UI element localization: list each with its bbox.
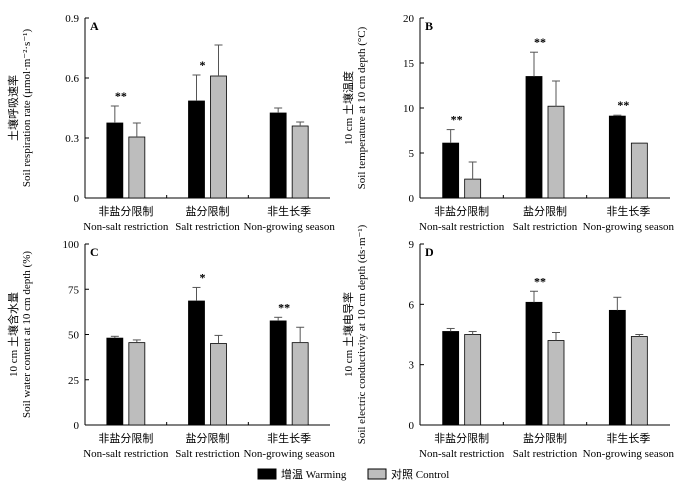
bar-warming bbox=[188, 300, 205, 426]
category-label-en: Non-salt restriction bbox=[419, 448, 505, 460]
significance-label: ** bbox=[115, 89, 127, 103]
category-label-cn: 盐分限制 bbox=[523, 432, 567, 445]
legend-swatch-control bbox=[367, 468, 387, 480]
y-axis-label-cn: 土壤呼吸速率 bbox=[6, 75, 20, 141]
y-tick-label: 0.3 bbox=[65, 133, 79, 145]
category-label-en: Non-salt restriction bbox=[83, 221, 169, 233]
y-tick-label: 5 bbox=[409, 148, 415, 160]
category-label-cn: 非盐分限制 bbox=[434, 205, 489, 218]
bar-control bbox=[547, 340, 565, 426]
panel-letter: A bbox=[90, 19, 99, 33]
bar-warming bbox=[608, 115, 626, 199]
legend-label-warming: 增温 Warming bbox=[281, 467, 347, 481]
category-label-en: Salt restriction bbox=[513, 221, 578, 233]
bar-warming bbox=[269, 320, 287, 426]
category-label-cn: 盐分限制 bbox=[186, 432, 230, 445]
category-label-cn: 非生长季 bbox=[267, 431, 311, 445]
y-axis-label-cn: 10 cm 土壤含水量 bbox=[6, 292, 20, 377]
y-axis-label-en: Soil temperature at 10 cm depth (°C) bbox=[356, 26, 368, 189]
bar-control bbox=[630, 336, 648, 426]
category-label-cn: 非生长季 bbox=[606, 204, 650, 218]
category-label-en: Salt restriction bbox=[175, 448, 240, 460]
category-label-en: Non-growing season bbox=[243, 448, 335, 460]
y-axis-label-en: Soil respiration rate (μmol·m⁻²·s⁻¹) bbox=[21, 29, 33, 188]
y-tick-label: 0.6 bbox=[65, 73, 79, 85]
significance-label: ** bbox=[534, 35, 546, 49]
bar-warming bbox=[608, 309, 626, 426]
bar-control bbox=[210, 343, 227, 426]
bar-control bbox=[464, 334, 482, 426]
panel-letter: B bbox=[425, 19, 433, 33]
y-tick-label: 0.9 bbox=[65, 13, 79, 25]
category-label-cn: 盐分限制 bbox=[523, 205, 567, 218]
bar-control bbox=[291, 125, 309, 199]
bar-warming bbox=[442, 331, 460, 426]
category-label-en: Non-growing season bbox=[583, 221, 675, 233]
category-label-cn: 盐分限制 bbox=[186, 205, 230, 218]
bar-control bbox=[547, 105, 565, 199]
y-tick-label: 0 bbox=[74, 420, 80, 432]
category-label-en: Salt restriction bbox=[175, 221, 240, 233]
significance-label: ** bbox=[451, 113, 463, 127]
y-tick-label: 3 bbox=[409, 360, 415, 372]
y-tick-label: 10 bbox=[403, 103, 415, 115]
y-tick-label: 0 bbox=[409, 420, 415, 432]
significance-label: * bbox=[200, 270, 206, 284]
panel-c: 0 25 50 75 100 C Soil water content at 10 cm d… bbox=[6, 239, 335, 460]
panel-letter: D bbox=[425, 245, 434, 259]
panel-letter: C bbox=[90, 245, 99, 259]
bar-control bbox=[128, 136, 146, 199]
y-tick-label: 6 bbox=[409, 299, 415, 311]
y-tick-label: 75 bbox=[68, 284, 80, 296]
bar-control bbox=[464, 178, 482, 199]
significance-label: ** bbox=[278, 300, 290, 314]
y-axis-label-en: Soil electric conductivity at 10 cm dept… bbox=[356, 224, 368, 444]
bar-warming bbox=[525, 301, 543, 426]
y-tick-label: 100 bbox=[63, 239, 80, 251]
category-label-cn: 非生长季 bbox=[267, 204, 311, 218]
chart-panels: 0 0.3 0.6 0.9 A Soil respiration rate (μmol·m… bbox=[6, 13, 674, 460]
panel-a: 0 0.3 0.6 0.9 A Soil respiration rate (μmol·m… bbox=[6, 13, 335, 233]
legend: 增温 Warming 对照 Control bbox=[257, 467, 449, 481]
y-tick-label: 0 bbox=[74, 193, 80, 205]
y-tick-label: 0 bbox=[409, 193, 415, 205]
legend-swatch-warming bbox=[257, 468, 277, 480]
legend-label-control: 对照 Control bbox=[391, 467, 449, 481]
y-tick-label: 25 bbox=[68, 375, 80, 387]
significance-label: ** bbox=[617, 98, 629, 112]
bar-control bbox=[291, 342, 309, 426]
category-label-cn: 非盐分限制 bbox=[434, 432, 489, 445]
bar-warming bbox=[269, 112, 287, 199]
bar-warming bbox=[525, 76, 543, 199]
bar-control bbox=[630, 142, 648, 199]
y-tick-label: 9 bbox=[409, 239, 415, 251]
y-axis-label-cn: 10 cm 土壤电导率 bbox=[341, 292, 355, 377]
y-tick-label: 15 bbox=[403, 58, 415, 70]
y-axis-label-cn: 10 cm 土壤温度 bbox=[341, 71, 355, 145]
bar-control bbox=[128, 342, 146, 426]
category-label-en: Non-salt restriction bbox=[419, 221, 505, 233]
panel-b: 0 5 10 15 20 B Soil temperature at 10 cm depth… bbox=[341, 13, 674, 233]
bar-control bbox=[210, 75, 227, 199]
bar-warming bbox=[106, 337, 124, 426]
significance-label: * bbox=[200, 58, 206, 72]
category-label-cn: 非生长季 bbox=[606, 431, 650, 445]
category-label-en: Salt restriction bbox=[513, 448, 578, 460]
y-axis-label-en: Soil water content at 10 cm depth (%) bbox=[21, 251, 33, 418]
panel-d: 0 3 6 9 D Soil electric conductivity at 10 cm… bbox=[341, 224, 674, 460]
category-label-en: Non-growing season bbox=[243, 221, 335, 233]
category-label-cn: 非盐分限制 bbox=[98, 205, 153, 218]
significance-label: ** bbox=[534, 274, 546, 288]
category-label-cn: 非盐分限制 bbox=[98, 432, 153, 445]
bar-warming bbox=[188, 100, 205, 199]
y-tick-label: 50 bbox=[68, 330, 80, 342]
category-label-en: Non-growing season bbox=[583, 448, 675, 460]
bar-warming bbox=[106, 122, 124, 199]
bar-warming bbox=[442, 142, 460, 199]
y-tick-label: 20 bbox=[403, 13, 415, 25]
category-label-en: Non-salt restriction bbox=[83, 448, 169, 460]
